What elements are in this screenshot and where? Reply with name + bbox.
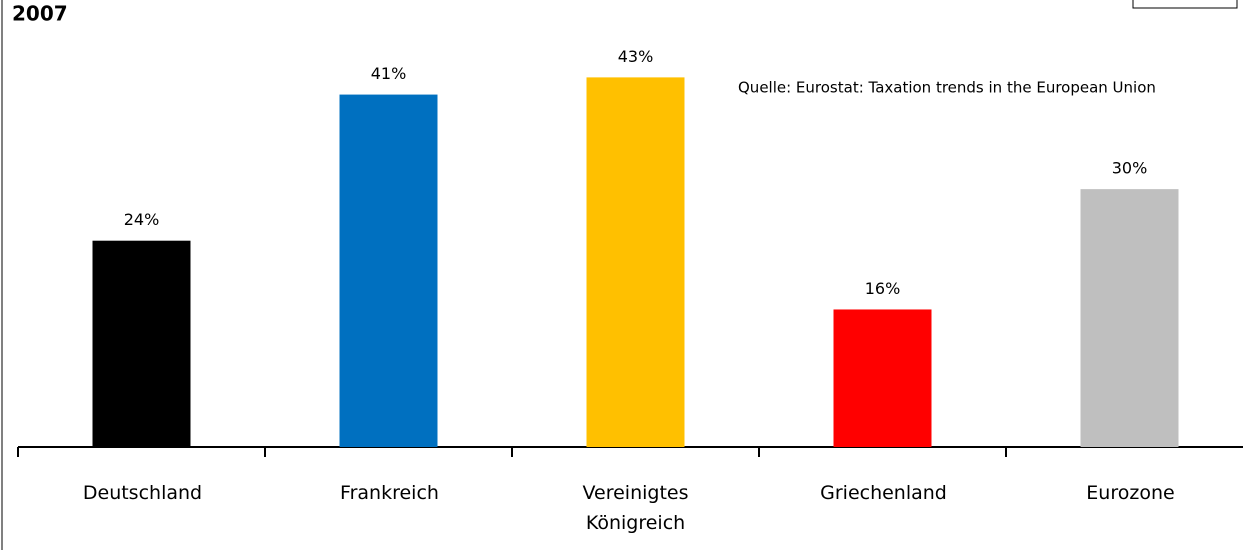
bar [92, 240, 191, 447]
chart-title: 2007 [12, 2, 68, 26]
bar [833, 309, 932, 447]
legend-box [1132, 0, 1238, 9]
x-tick-label: Eurozone [1086, 482, 1175, 504]
annotation: Quelle: Eurostat: Taxation trends in the… [738, 79, 1156, 97]
data-label: 41% [371, 64, 407, 83]
data-label: 30% [1112, 159, 1148, 178]
bar [339, 94, 438, 448]
data-label: 43% [618, 47, 654, 66]
x-tick-label: Vereinigtes Königreich [582, 482, 689, 534]
bar [586, 77, 685, 447]
x-tick-label: Griechenland [820, 482, 947, 504]
data-label: 24% [124, 210, 160, 229]
bar [1080, 189, 1179, 447]
x-tick-label: Deutschland [82, 482, 203, 504]
x-tick-label: Frankreich [340, 482, 439, 504]
data-label: 16% [865, 279, 901, 298]
